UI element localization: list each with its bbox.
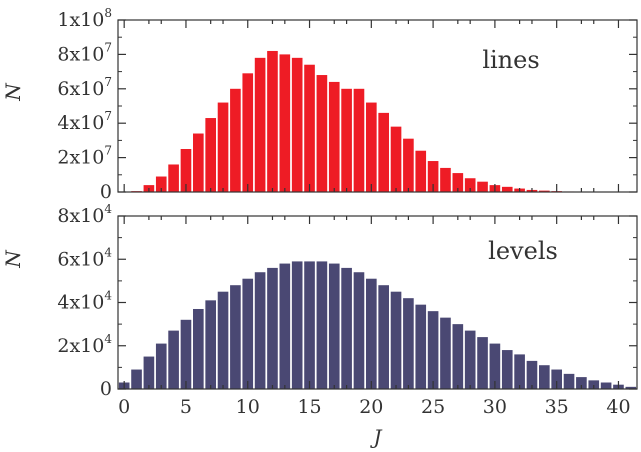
panel-label-lines: lines bbox=[482, 46, 539, 74]
y-axis-title: N bbox=[1, 249, 25, 269]
levels-bar bbox=[291, 261, 303, 389]
levels-bar bbox=[403, 298, 414, 389]
levels-bar bbox=[168, 330, 179, 389]
levels-bar bbox=[514, 354, 525, 389]
lines-bar bbox=[168, 164, 179, 192]
lines-bar bbox=[304, 64, 315, 192]
y-tick-label: 8x107 bbox=[57, 40, 112, 65]
panel-levels: 0 2x104 4x104 6x104 8x104 0 5 10 15 20 25 30 35 40 N Jl… bbox=[1, 202, 638, 449]
x-tick-label: 20 bbox=[359, 396, 383, 418]
levels-bar bbox=[193, 308, 204, 389]
y-tick-label: 0 bbox=[100, 378, 112, 400]
lines-bar bbox=[341, 88, 352, 192]
lines-bar bbox=[427, 161, 439, 192]
levels-bar bbox=[600, 382, 612, 389]
levels-bar bbox=[316, 261, 328, 389]
x-tick-label: 35 bbox=[545, 396, 569, 418]
lines-bar bbox=[316, 75, 328, 192]
levels-bar bbox=[563, 373, 575, 389]
y-tick-label: 1x108 bbox=[57, 6, 112, 31]
levels-bar bbox=[551, 369, 562, 389]
lines-bar bbox=[205, 118, 216, 192]
y-tick-label: 0 bbox=[100, 181, 112, 203]
lines-bar bbox=[403, 138, 414, 192]
lines-bar bbox=[539, 190, 550, 192]
x-tick-label: 25 bbox=[421, 396, 445, 418]
lines-bar bbox=[242, 73, 254, 192]
levels-bar bbox=[415, 304, 427, 389]
lines-bar bbox=[452, 173, 464, 192]
lines-bar bbox=[230, 88, 241, 192]
y-tick-label: 6x104 bbox=[57, 245, 112, 270]
y-tick-label: 8x104 bbox=[57, 202, 112, 227]
levels-bar bbox=[328, 263, 340, 389]
y-tick-label: 2x104 bbox=[57, 332, 112, 357]
x-tick-label: 0 bbox=[118, 396, 130, 418]
lines-bar bbox=[217, 102, 229, 192]
levels-bar bbox=[539, 365, 550, 389]
levels-bar bbox=[279, 263, 291, 389]
lines-bar bbox=[328, 81, 340, 192]
levels-bar bbox=[341, 267, 352, 389]
x-tick-label: 30 bbox=[483, 396, 507, 418]
lines-bar bbox=[378, 112, 389, 192]
levels-bar bbox=[254, 272, 266, 389]
y-tick-label: 6x107 bbox=[57, 75, 112, 100]
levels-bar bbox=[440, 317, 451, 389]
levels-bar bbox=[143, 356, 155, 389]
levels-bar bbox=[576, 377, 587, 389]
levels-bar bbox=[489, 343, 501, 389]
levels-bar bbox=[427, 311, 439, 389]
x-tick-label: 10 bbox=[236, 396, 260, 418]
levels-bar bbox=[378, 285, 389, 389]
lines-bar bbox=[477, 181, 488, 192]
y-tick-label: 4x104 bbox=[57, 289, 112, 314]
y-tick-label: 4x107 bbox=[57, 109, 112, 134]
lines-bar bbox=[180, 149, 192, 192]
lines-bar bbox=[279, 54, 291, 193]
levels-bar bbox=[464, 330, 476, 389]
levels-bar bbox=[242, 278, 254, 389]
y-tick-label: 2x107 bbox=[57, 144, 112, 169]
panel-label-levels: levels bbox=[488, 237, 558, 265]
lines-bar bbox=[254, 57, 266, 193]
lines-bar bbox=[501, 186, 513, 192]
x-tick-label: 40 bbox=[606, 396, 630, 418]
levels-bar bbox=[155, 343, 167, 389]
x-tick-label: 5 bbox=[180, 396, 192, 418]
levels-bar bbox=[477, 337, 488, 389]
y-axis-title: N bbox=[1, 82, 25, 102]
levels-bar bbox=[304, 261, 315, 389]
levels-bar bbox=[625, 386, 637, 389]
levels-bar bbox=[452, 324, 464, 390]
lines-bar bbox=[440, 167, 451, 192]
levels-bar bbox=[217, 291, 229, 389]
lines-bar bbox=[390, 126, 402, 192]
levels-bar bbox=[205, 300, 216, 389]
lines-bar bbox=[291, 57, 303, 193]
x-axis-title: J bbox=[369, 425, 382, 449]
lines-bar bbox=[353, 88, 365, 192]
levels-bar bbox=[588, 380, 600, 389]
lines-bar bbox=[415, 150, 427, 192]
levels-bar bbox=[366, 278, 377, 389]
levels-bar bbox=[230, 285, 241, 389]
levels-bar bbox=[390, 291, 402, 389]
lines-bar bbox=[155, 176, 167, 192]
levels-bar bbox=[501, 350, 513, 389]
x-tick-label: 15 bbox=[297, 396, 321, 418]
levels-bar bbox=[526, 360, 538, 389]
lines-bar bbox=[464, 178, 476, 192]
levels-bar bbox=[267, 267, 278, 389]
lines-bar bbox=[193, 133, 204, 192]
lines-bar bbox=[267, 50, 278, 193]
levels-bar bbox=[180, 319, 192, 389]
levels-bar bbox=[353, 272, 365, 389]
lines-bar bbox=[366, 102, 377, 192]
levels-bar bbox=[131, 369, 142, 389]
